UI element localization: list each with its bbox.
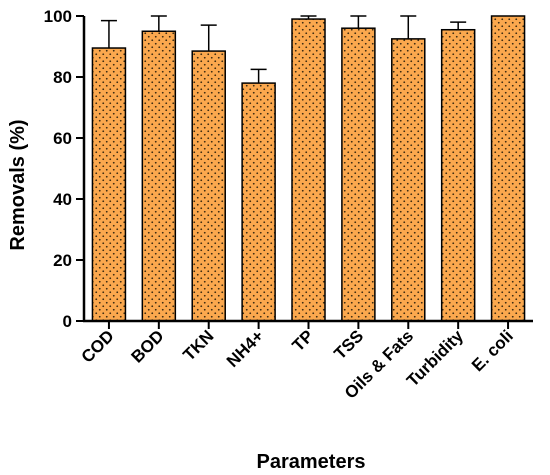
x-tick-label-0: COD: [78, 326, 118, 366]
y-tick-label-3: 60: [53, 129, 72, 148]
bar-3: [241, 82, 276, 322]
bar-5: [341, 27, 376, 322]
error-bars-layer: [100, 15, 467, 84]
bar-2: [191, 50, 226, 322]
bar-7: [440, 28, 476, 322]
bar-6: [391, 38, 426, 322]
y-axis-ticks: 0 20 40 60 80 100: [44, 7, 84, 331]
bar-4: [291, 18, 326, 322]
x-tick-label-3: NH4+: [223, 326, 268, 371]
x-tick-label-2: TKN: [179, 326, 217, 364]
y-tick-label-0: 0: [63, 312, 72, 331]
y-tick-label-4: 80: [53, 68, 72, 87]
bars-layer: [91, 15, 526, 322]
x-tick-label-1: BOD: [128, 326, 168, 366]
x-tick-label-4: TP: [289, 326, 318, 355]
y-axis-title: Removals (%): [7, 119, 29, 250]
bar-1: [141, 30, 177, 322]
x-tick-label-8: E. coli: [468, 326, 517, 375]
y-tick-label-1: 20: [53, 251, 72, 270]
bar-8: [490, 15, 526, 322]
y-tick-label-5: 100: [44, 7, 72, 26]
x-axis-title: Parameters: [257, 451, 366, 473]
x-tick-label-5: TSS: [330, 326, 367, 363]
bar-0: [91, 47, 127, 322]
y-tick-label-2: 40: [53, 190, 72, 209]
